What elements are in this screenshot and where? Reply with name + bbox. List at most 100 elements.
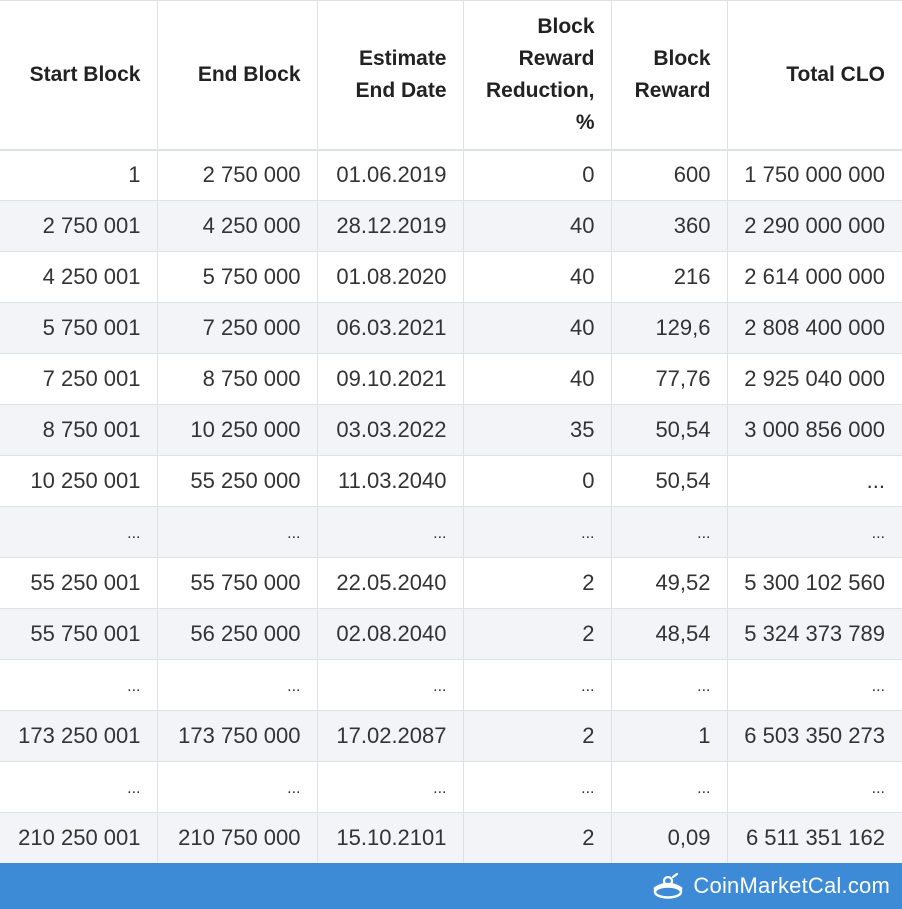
- cell-estimate-end-date: 11.03.2040: [317, 455, 464, 507]
- cell-total-clo: ...: [727, 506, 902, 558]
- cell-end-block: 55 250 000: [157, 455, 318, 507]
- cell-start-block: ...: [0, 506, 158, 558]
- cell-end-block: ...: [157, 506, 318, 558]
- cell-start-block: 8 750 001: [0, 404, 158, 456]
- cell-end-block: ...: [157, 659, 318, 711]
- cell-reward-reduction: 40: [463, 200, 612, 252]
- cell-start-block: 1: [0, 149, 158, 201]
- cell-total-clo: 2 290 000 000: [727, 200, 902, 252]
- cell-start-block: 173 250 001: [0, 710, 158, 762]
- cell-estimate-end-date: 02.08.2040: [317, 608, 464, 660]
- cell-block-reward: 600: [611, 149, 728, 201]
- cell-end-block: 8 750 000: [157, 353, 318, 405]
- cell-reward-reduction: ...: [463, 506, 612, 558]
- cell-estimate-end-date: 28.12.2019: [317, 200, 464, 252]
- coinmarketcal-logo-icon: [654, 872, 683, 899]
- cell-block-reward: ...: [611, 506, 728, 558]
- cell-reward-reduction: 0: [463, 149, 612, 201]
- cell-total-clo: 5 300 102 560: [727, 557, 902, 609]
- cell-start-block: 10 250 001: [0, 455, 158, 507]
- table-row: 55 750 001 56 250 000 02.08.2040 2 48,54 5 32…: [0, 608, 902, 660]
- cell-estimate-end-date: 03.03.2022: [317, 404, 464, 456]
- cell-estimate-end-date: 22.05.2040: [317, 557, 464, 609]
- cell-total-clo: 1 750 000 000: [727, 149, 902, 201]
- table-row: 210 250 001 210 750 000 15.10.2101 2 0,09 6 5…: [0, 812, 902, 864]
- cell-start-block: 2 750 001: [0, 200, 158, 252]
- cell-end-block: 56 250 000: [157, 608, 318, 660]
- cell-estimate-end-date: 17.02.2087: [317, 710, 464, 762]
- cell-start-block: ...: [0, 761, 158, 813]
- cell-total-clo: ...: [727, 455, 902, 507]
- table-row: 8 750 001 10 250 000 03.03.2022 35 50,54 3 00…: [0, 404, 902, 456]
- cell-total-clo: 3 000 856 000: [727, 404, 902, 456]
- table-row: 55 250 001 55 750 000 22.05.2040 2 49,52 5 30…: [0, 557, 902, 609]
- cell-block-reward: 129,6: [611, 302, 728, 354]
- cell-total-clo: ...: [727, 761, 902, 813]
- cell-end-block: 210 750 000: [157, 812, 318, 864]
- cell-total-clo: 2 808 400 000: [727, 302, 902, 354]
- cell-estimate-end-date: 06.03.2021: [317, 302, 464, 354]
- cell-block-reward: 48,54: [611, 608, 728, 660]
- column-header-end-block: End Block: [157, 0, 318, 151]
- cell-total-clo: ...: [727, 659, 902, 711]
- column-header-total-clo: Total CLO: [727, 0, 902, 151]
- block-reward-table: Start Block End Block Estimate End Date …: [0, 0, 902, 864]
- cell-start-block: 55 750 001: [0, 608, 158, 660]
- cell-reward-reduction: 40: [463, 251, 612, 303]
- cell-end-block: 7 250 000: [157, 302, 318, 354]
- column-header-estimate-end-date: Estimate End Date: [317, 0, 464, 151]
- cell-end-block: 5 750 000: [157, 251, 318, 303]
- column-header-block-reward: Block Reward: [611, 0, 728, 151]
- cell-estimate-end-date: ...: [317, 506, 464, 558]
- cell-start-block: 55 250 001: [0, 557, 158, 609]
- cell-reward-reduction: ...: [463, 659, 612, 711]
- cell-block-reward: 50,54: [611, 404, 728, 456]
- cell-reward-reduction: ...: [463, 761, 612, 813]
- cell-end-block: 4 250 000: [157, 200, 318, 252]
- cell-start-block: 5 750 001: [0, 302, 158, 354]
- cell-end-block: 2 750 000: [157, 149, 318, 201]
- cell-total-clo: 5 324 373 789: [727, 608, 902, 660]
- cell-reward-reduction: 2: [463, 812, 612, 864]
- table-row: 173 250 001 173 750 000 17.02.2087 2 1 6 503 …: [0, 710, 902, 762]
- cell-reward-reduction: 40: [463, 302, 612, 354]
- cell-start-block: 7 250 001: [0, 353, 158, 405]
- cell-estimate-end-date: 09.10.2021: [317, 353, 464, 405]
- table-row: ..................: [0, 506, 902, 558]
- cell-block-reward: 0,09: [611, 812, 728, 864]
- cell-reward-reduction: 2: [463, 710, 612, 762]
- cell-start-block: ...: [0, 659, 158, 711]
- cell-estimate-end-date: 01.08.2020: [317, 251, 464, 303]
- cell-reward-reduction: 2: [463, 557, 612, 609]
- cell-block-reward: 1: [611, 710, 728, 762]
- cell-estimate-end-date: 01.06.2019: [317, 149, 464, 201]
- cell-reward-reduction: 35: [463, 404, 612, 456]
- cell-reward-reduction: 0: [463, 455, 612, 507]
- cell-block-reward: 216: [611, 251, 728, 303]
- table-row: 4 250 001 5 750 000 01.08.2020 40 216 2 614 0…: [0, 251, 902, 303]
- cell-total-clo: 2 925 040 000: [727, 353, 902, 405]
- cell-block-reward: 360: [611, 200, 728, 252]
- cell-total-clo: 6 503 350 273: [727, 710, 902, 762]
- cell-block-reward: ...: [611, 761, 728, 813]
- cell-end-block: 10 250 000: [157, 404, 318, 456]
- cell-estimate-end-date: 15.10.2101: [317, 812, 464, 864]
- table-row: 10 250 001 55 250 000 11.03.2040 0 50,54...: [0, 455, 902, 507]
- cell-block-reward: 50,54: [611, 455, 728, 507]
- cell-estimate-end-date: ...: [317, 761, 464, 813]
- cell-block-reward: ...: [611, 659, 728, 711]
- cell-start-block: 210 250 001: [0, 812, 158, 864]
- column-header-start-block: Start Block: [0, 0, 158, 151]
- cell-end-block: 55 750 000: [157, 557, 318, 609]
- table-row: ..................: [0, 761, 902, 813]
- column-header-block-reward-reduction: Block Reward Reduction, %: [463, 0, 612, 151]
- cell-estimate-end-date: ...: [317, 659, 464, 711]
- cell-reward-reduction: 40: [463, 353, 612, 405]
- cell-total-clo: 2 614 000 000: [727, 251, 902, 303]
- table-row: 7 250 001 8 750 000 09.10.2021 40 77,76 2 925…: [0, 353, 902, 405]
- cell-total-clo: 6 511 351 162: [727, 812, 902, 864]
- table-row: 2 750 001 4 250 000 28.12.2019 40 360 2 290 0…: [0, 200, 902, 252]
- header-row: Start Block End Block Estimate End Date …: [0, 0, 902, 151]
